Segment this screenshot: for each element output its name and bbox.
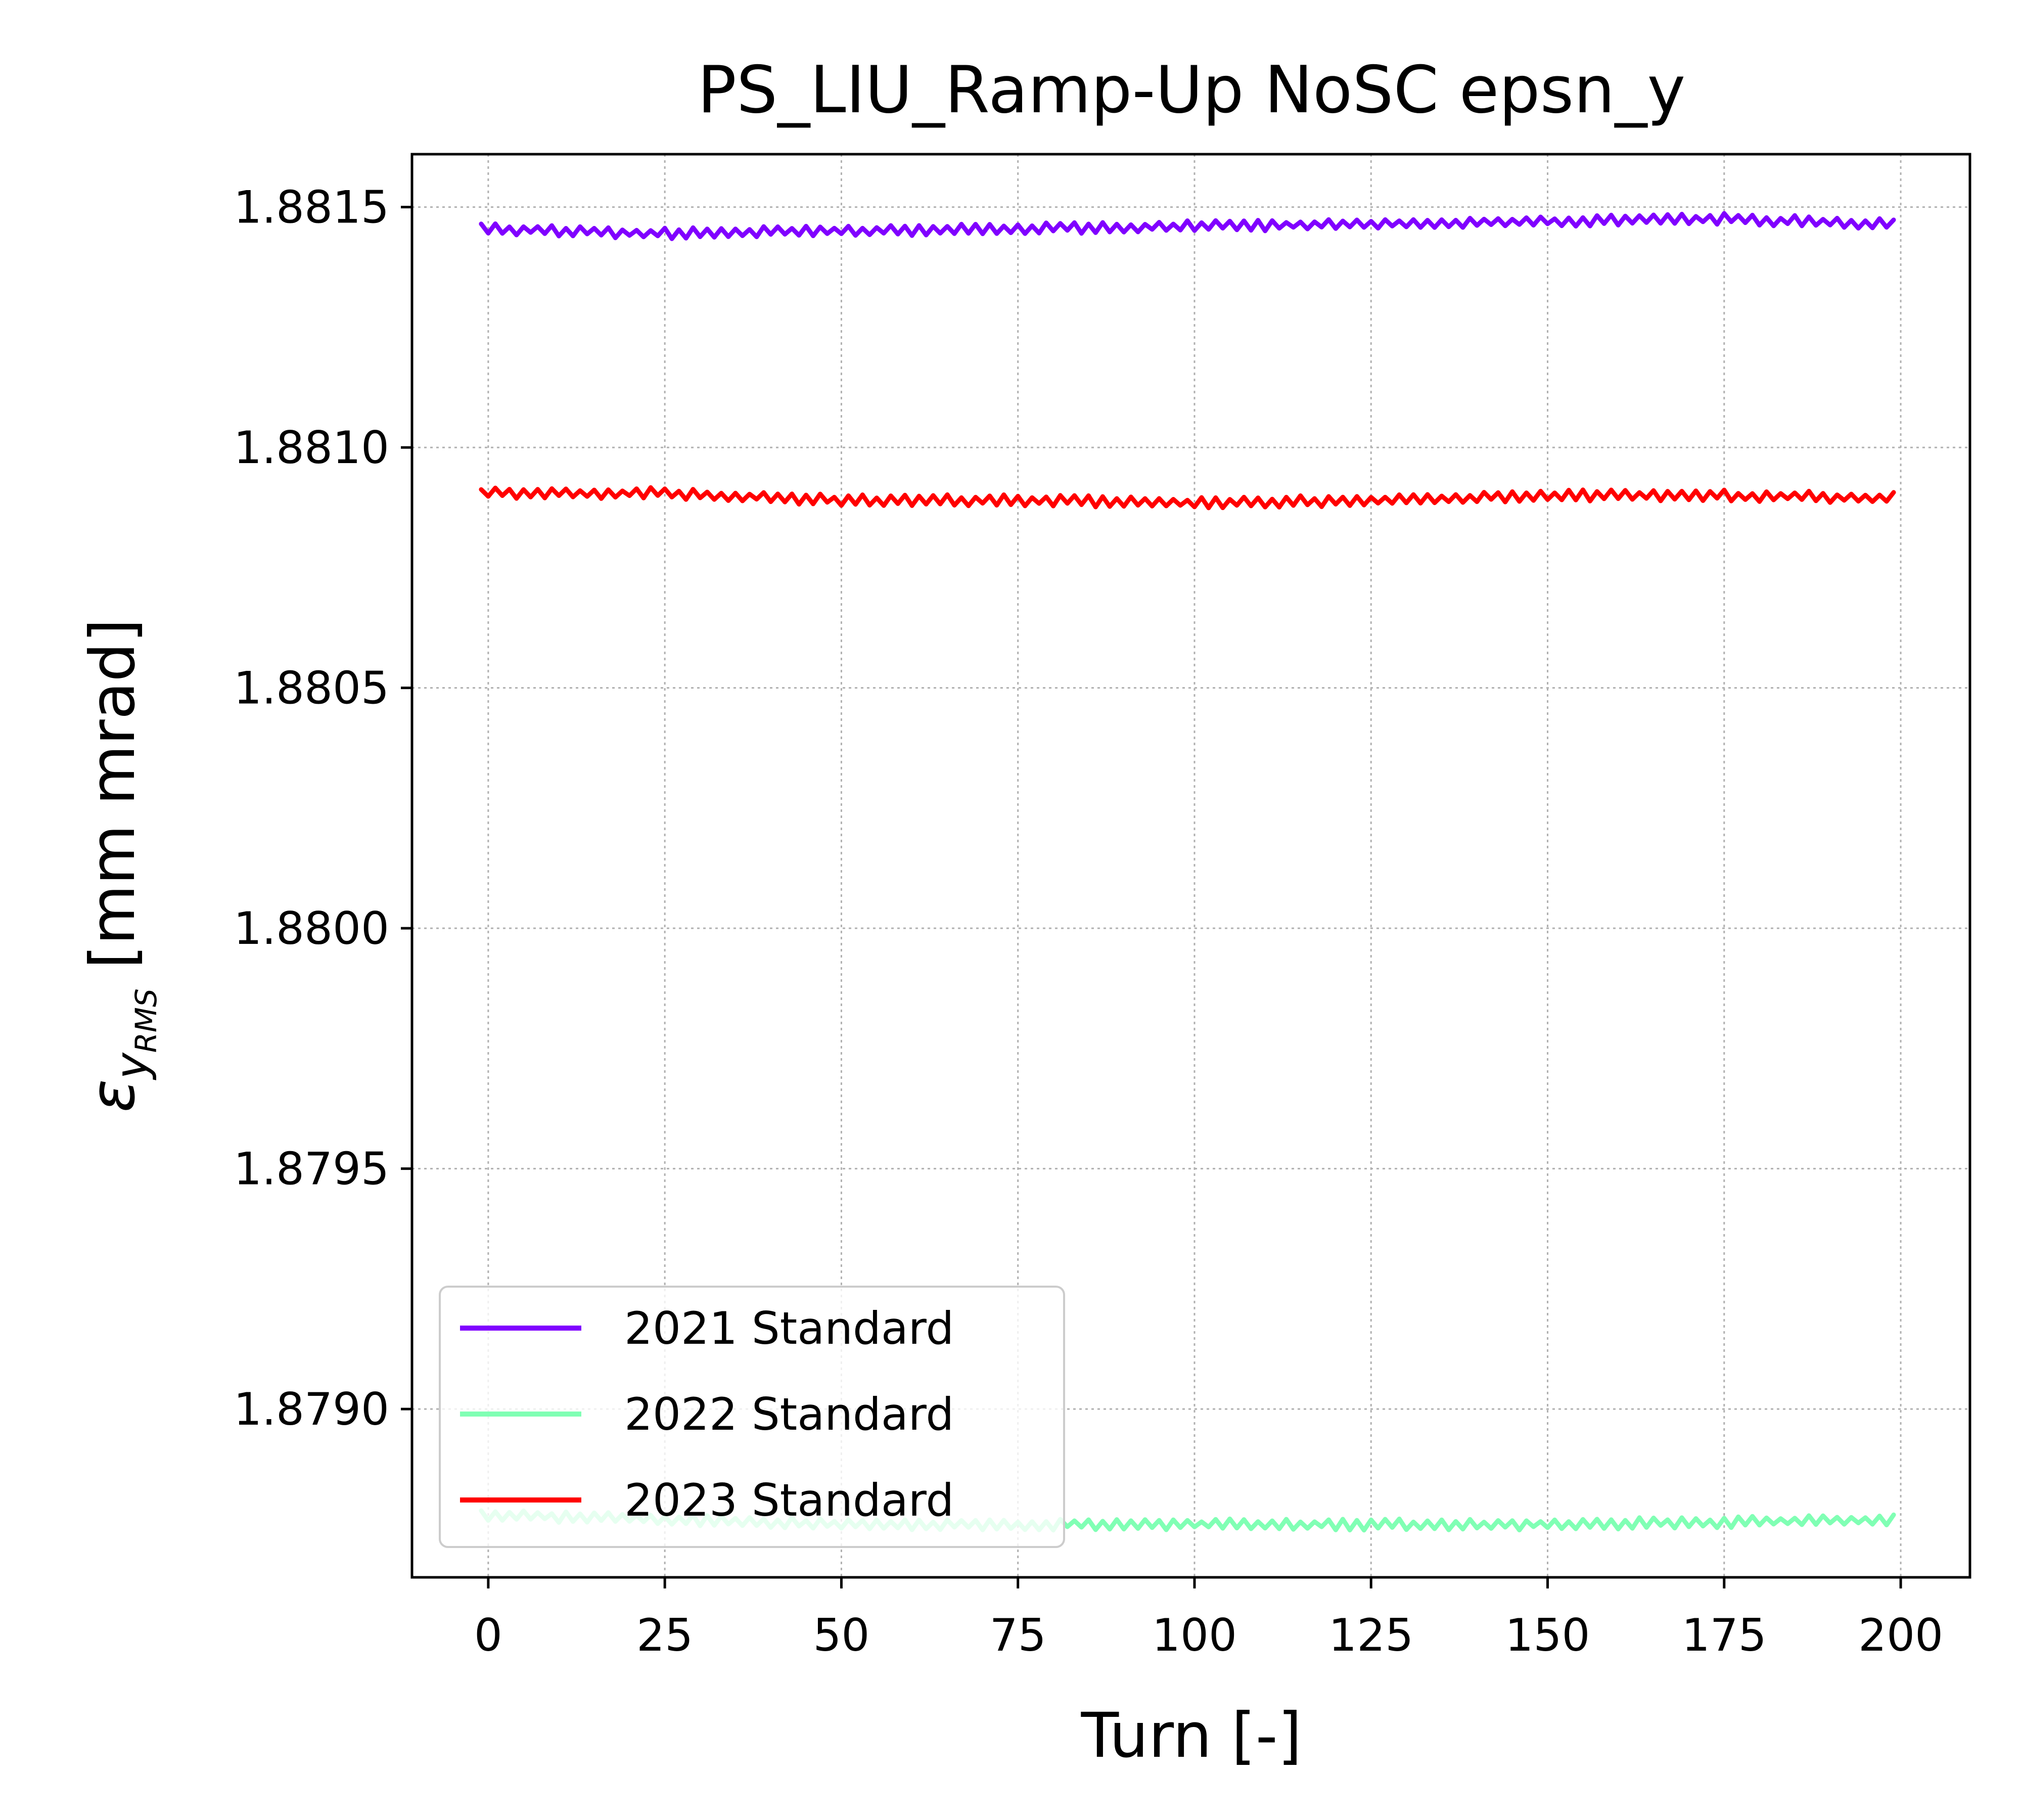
series-line-2023-standard [479,485,1896,511]
ticks: 0 25 50 75 100 125 150 175 200 1.8790 1.8795 1.8800… [234,181,1943,1661]
y-axis-label-subscript: y [106,1052,158,1080]
y-axis-label-unit: [mm mrad] [77,619,149,969]
x-tick-label: 125 [1328,1609,1413,1661]
y-tick-label: 1.8800 [234,902,389,954]
legend-label: 2023 Standard [624,1474,954,1526]
legend: 2021 Standard 2022 Standard 2023 Standard [439,1286,1065,1548]
y-axis-label-subsubscript: RMS [129,988,163,1053]
chart-title: PS_LIU_Ramp-Up NoSC epsn_y [698,53,1685,128]
svg-text:εyRMS [mm mrad]: εyRMS [mm mrad] [77,619,163,1113]
x-tick-label: 175 [1682,1609,1767,1661]
plot-frame [410,153,1971,1579]
y-axis-label-symbol: ε [77,1079,149,1112]
x-tick-label: 75 [990,1609,1046,1661]
x-tick-label: 100 [1152,1609,1237,1661]
x-tick-label: 150 [1505,1609,1590,1661]
y-tick-label: 1.8805 [234,662,389,714]
legend-item: 2022 Standard [460,1388,954,1440]
legend-item: 2021 Standard [460,1302,954,1354]
y-axis-label: εyRMS [mm mrad] [77,619,163,1113]
x-tick-label: 200 [1858,1609,1943,1661]
x-axis-label: Turn [-] [1081,1700,1302,1771]
x-tick-label: 25 [636,1609,693,1661]
legend-item: 2023 Standard [460,1474,954,1526]
x-tick-label: 50 [813,1609,869,1661]
y-tick-label: 1.8810 [234,422,389,474]
y-tick-label: 1.8790 [234,1383,389,1435]
y-tick-label: 1.8815 [234,181,389,234]
legend-label: 2022 Standard [624,1388,954,1440]
x-tick-label: 0 [474,1609,502,1661]
legend-box [439,1286,1065,1548]
y-tick-label: 1.8795 [234,1143,389,1195]
grid [412,154,1970,1577]
series-line-2021-standard [479,211,1896,241]
legend-label: 2021 Standard [624,1302,954,1354]
